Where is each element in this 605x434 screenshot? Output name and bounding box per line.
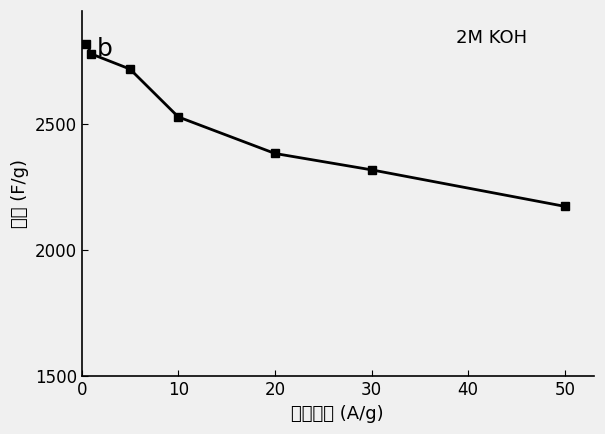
Text: b: b [97, 37, 113, 61]
Y-axis label: 比容 (F/g): 比容 (F/g) [11, 159, 29, 228]
X-axis label: 电流密度 (A/g): 电流密度 (A/g) [292, 405, 384, 423]
Text: 2M KOH: 2M KOH [456, 30, 527, 47]
